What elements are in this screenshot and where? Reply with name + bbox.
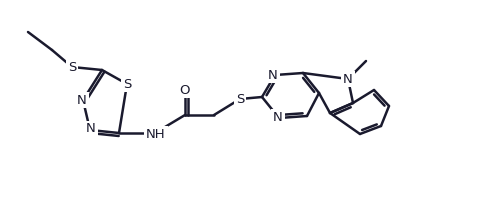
Text: O: O [180, 84, 190, 97]
Text: N: N [273, 111, 283, 124]
Text: N: N [268, 69, 278, 82]
Text: N: N [77, 94, 87, 107]
Text: NH: NH [146, 127, 166, 140]
Text: S: S [123, 77, 131, 90]
Text: N: N [86, 123, 96, 136]
Text: S: S [236, 93, 244, 106]
Text: N: N [343, 72, 353, 85]
Text: S: S [68, 60, 76, 73]
